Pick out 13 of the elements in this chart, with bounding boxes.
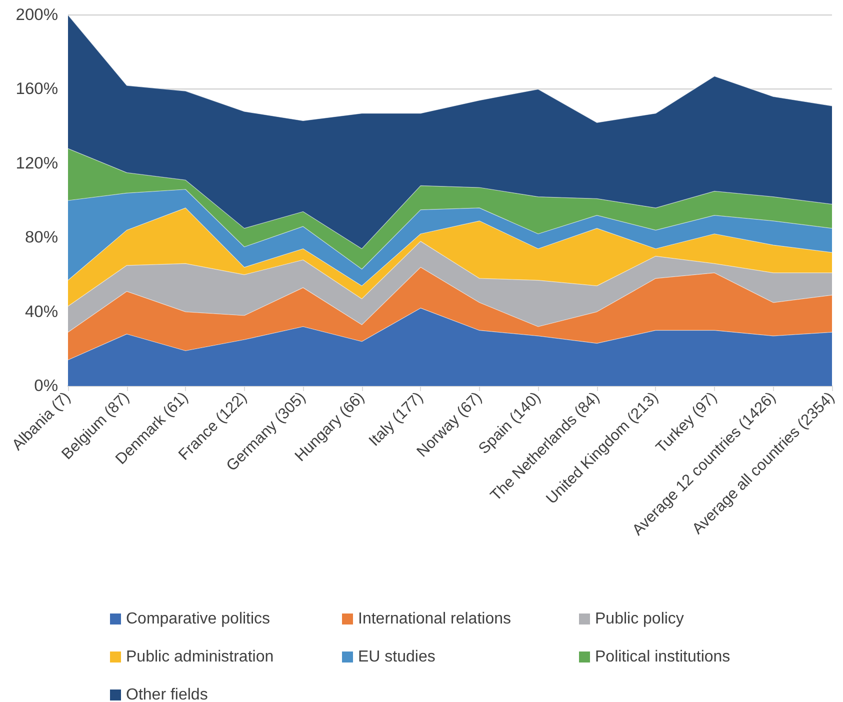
y-tick-label: 160% — [16, 80, 58, 98]
y-tick-label: 120% — [16, 154, 58, 172]
y-tick-label: 200% — [16, 6, 58, 24]
legend-label: EU studies — [358, 648, 436, 666]
legend-label: Political institutions — [595, 648, 730, 666]
legend-label: Other fields — [126, 686, 208, 702]
y-tick-label: 40% — [24, 302, 58, 321]
legend-label: International relations — [358, 610, 511, 628]
y-tick-label: 80% — [24, 228, 58, 247]
legend-label: Comparative politics — [126, 610, 270, 628]
y-tick-label: 0% — [34, 377, 58, 395]
legend-label: Public policy — [595, 610, 684, 628]
legend-label: Public administration — [126, 648, 274, 666]
